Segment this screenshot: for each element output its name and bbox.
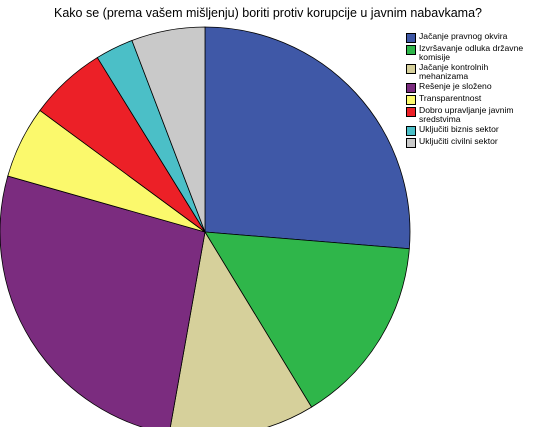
legend-label: Jačanje pravnog okvira <box>419 31 508 41</box>
legend-item: Transparentnost <box>406 94 536 105</box>
legend-item: Uključiti biznis sektor <box>406 125 536 136</box>
legend-label: Izvršavanje odluka državne komisije <box>419 43 524 62</box>
legend-swatch <box>406 95 416 105</box>
pie-slice <box>204 26 411 250</box>
legend-label: Rešenje je složeno <box>419 81 492 91</box>
legend-swatch <box>406 64 416 74</box>
legend-item: Uključiti civilni sektor <box>406 137 536 148</box>
legend-label: Uključiti biznis sektor <box>419 124 499 134</box>
legend-swatch <box>406 107 416 117</box>
legend-swatch <box>406 126 416 136</box>
pie-slice <box>131 26 206 233</box>
legend-label: Dobro upravljanje javnim sredstvima <box>419 105 514 124</box>
pie-slice <box>169 230 313 427</box>
chart-title: Kako se (prema vašem mišljenju) boriti p… <box>54 6 482 20</box>
legend-label: Transparentnost <box>419 93 482 103</box>
legend-swatch <box>406 33 416 43</box>
legend-item: Izvršavanje odluka državne komisije <box>406 44 536 62</box>
pie-slice <box>204 231 410 408</box>
legend-label: Jačanje kontrolnih mehanizama <box>419 62 489 81</box>
legend-label: Uključiti civilni sektor <box>419 136 498 146</box>
legend-swatch <box>406 138 416 148</box>
legend-swatch <box>406 83 416 93</box>
legend-item: Jačanje kontrolnih mehanizama <box>406 63 536 81</box>
legend: Jačanje pravnog okvira Izvršavanje odluka… <box>406 32 536 149</box>
pie-slice <box>0 175 206 427</box>
legend-item: Rešenje je složeno <box>406 82 536 93</box>
legend-item: Jačanje pravnog okvira <box>406 32 536 43</box>
legend-swatch <box>406 45 416 55</box>
legend-item: Dobro upravljanje javnim sredstvima <box>406 106 536 124</box>
